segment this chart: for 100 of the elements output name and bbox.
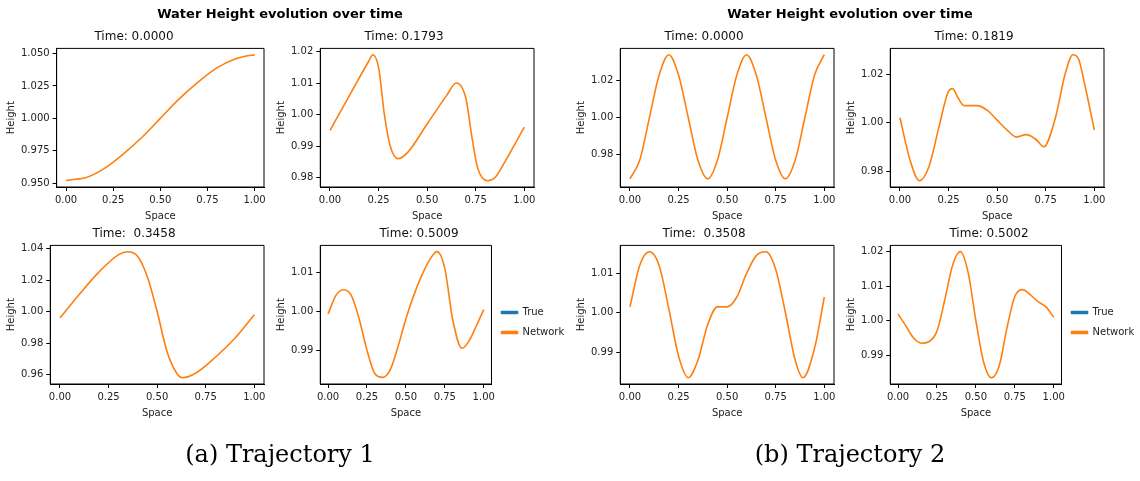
x-axis-title: Space [711,209,743,221]
x-tick-label: 1.00 [513,193,536,205]
line-series [329,53,526,182]
x-tick-label: 1.00 [243,193,266,205]
x-tick-label: 1.00 [813,193,836,205]
x-tick-label: 0.75 [194,390,217,402]
line-series [59,250,256,379]
line-series [899,53,1096,182]
y-tick-label: 1.00 [291,108,314,120]
y-axis-title: Height [574,101,586,135]
x-tick-label: 0.00 [618,390,642,402]
x-tick-label: 0.50 [986,193,1009,205]
y-axis-title: Height [4,101,16,135]
x-tick-label: 0.75 [196,193,219,205]
y-tick-label: 1.00 [21,305,44,317]
x-tick-label: 0.75 [764,390,787,402]
y-tick-label: 0.99 [291,139,314,151]
x-tick-label: 0.00 [888,193,912,205]
y-tick-label: 1.00 [591,111,614,123]
y-tick-label: 1.01 [591,266,614,278]
x-tick-label: 1.00 [243,390,266,402]
x-tick-label: 0.50 [716,390,739,402]
x-tick-label: 1.00 [1083,193,1106,205]
x-axis-title: Space [141,406,173,418]
chart-title: Time: 0.0000 [93,29,174,44]
y-tick-label: 0.98 [21,336,44,348]
x-tick-label: 1.00 [1042,390,1065,402]
line-series [629,250,826,379]
legend-label: True [521,306,544,318]
x-tick-label: 0.75 [764,193,787,205]
x-tick-label: 0.00 [318,193,342,205]
y-tick-label: 0.950 [20,176,50,188]
x-tick-label: 0.50 [146,390,169,402]
y-tick-label: 1.02 [861,67,884,79]
y-tick-label: 1.050 [20,47,50,59]
y-tick-label: 1.000 [20,111,50,123]
y-tick-label: 0.975 [20,144,50,156]
chart-title: Time: 0.5009 [378,226,459,241]
x-axis-title: Space [390,406,422,418]
chart-title: Time: 0.0000 [663,29,744,44]
x-tick-label: 0.75 [433,390,456,402]
text: Water Height evolution over time [726,6,974,21]
y-tick-label: 1.02 [21,273,44,285]
x-axis-title: Space [411,209,443,221]
y-axis-title: Height [574,298,586,332]
y-tick-label: 1.025 [20,79,50,91]
line-series [65,54,256,182]
line-series [629,53,826,180]
y-tick-label: 0.99 [861,348,884,360]
x-tick-label: 0.50 [416,193,439,205]
x-tick-label: 0.75 [1034,193,1057,205]
x-tick-label: 0.00 [316,390,340,402]
y-tick-label: 0.99 [291,343,314,355]
y-axis-title: Height [274,101,286,135]
x-tick-label: 0.00 [54,193,78,205]
y-axis-title: Height [274,298,286,332]
chart-title: Time: 0.5002 [948,226,1029,241]
text: Water Height evolution over time [156,6,404,21]
x-tick-label: 0.25 [102,193,125,205]
x-tick-label: 0.00 [618,193,642,205]
x-tick-label: 0.25 [667,390,690,402]
legend-label: Network [522,326,565,338]
line-series [897,250,1055,379]
x-tick-label: 0.50 [394,390,418,402]
x-tick-label: 0.50 [149,193,172,205]
x-axis-title: Space [981,209,1013,221]
text: (a) Trajectory 1 [184,440,376,468]
x-tick-label: 0.25 [667,193,690,205]
x-tick-label: 0.50 [716,193,739,205]
x-tick-label: 0.75 [464,193,487,205]
legend-label: True [1091,306,1114,318]
x-tick-label: 0.25 [97,390,120,402]
y-tick-label: 0.98 [591,148,614,160]
x-tick-label: 1.00 [472,390,495,402]
chart-title: Time: 0.3508 [661,226,746,241]
x-tick-label: 0.50 [964,390,988,402]
text: (b) Trajectory 2 [753,440,947,468]
y-tick-label: 0.98 [861,164,884,176]
y-axis-title: Height [4,298,16,332]
y-tick-label: 1.02 [861,245,884,257]
chart-title: Time: 0.3458 [91,226,176,241]
x-axis-title: Space [145,209,176,221]
x-tick-label: 0.25 [925,390,949,402]
y-tick-label: 1.00 [291,304,314,316]
y-tick-label: 1.02 [591,74,614,86]
y-tick-label: 1.01 [861,279,884,291]
y-tick-label: 1.00 [861,314,884,326]
chart-title: Time: 0.1819 [933,29,1014,44]
x-axis-title: Space [711,406,743,418]
x-tick-label: 0.00 [48,390,72,402]
y-axis-title: Height [844,101,856,135]
x-tick-label: 0.25 [355,390,379,402]
y-tick-label: 1.04 [21,242,44,254]
x-tick-label: 0.25 [937,193,960,205]
legend-label: Network [1092,326,1135,338]
x-tick-label: 1.00 [813,390,836,402]
y-tick-label: 1.01 [291,265,314,277]
x-tick-label: 0.75 [1003,390,1026,402]
y-tick-label: 1.01 [291,76,314,88]
x-tick-label: 0.00 [886,390,910,402]
